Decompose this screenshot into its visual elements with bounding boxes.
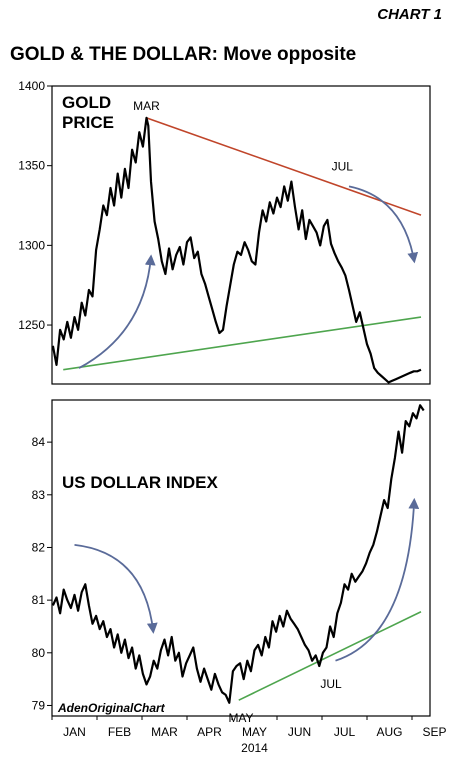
gold-price-series-line [51,116,422,384]
dollar-y-tick-label: 84 [32,435,46,449]
gold-trend-arrow-1 [78,254,156,369]
x-tick-label: FEB [108,725,131,739]
gold-y-tick-label: 1400 [18,79,45,93]
dollar-y-tick-label: 80 [32,646,46,660]
x-tick-label: JAN [63,725,86,739]
x-tick-label: APR [197,725,222,739]
gold-y-tick-label: 1250 [18,318,45,332]
dollar-trend-arrow-2 [335,497,420,662]
dollar-trend-arrow-1 [74,543,158,634]
dollar-panel-frame [51,399,431,717]
chart-main-title: GOLD & THE DOLLAR: Move opposite [10,44,357,65]
dollar-support-trendline [238,611,422,701]
chart-number-label: CHART 1 [377,6,442,23]
dollar-y-tick-label: 81 [32,593,46,607]
gold-panel-frame [51,85,431,385]
gold-annotation-label: JUL [332,159,354,173]
dollar-annotation-label: MAY [228,711,253,725]
gold-panel-title-line1: GOLD [62,93,111,112]
x-axis-year-label: 2014 [241,741,268,755]
x-tick-label: SEP [422,725,446,739]
chart-credit-label: AdenOriginalChart [57,701,166,715]
dollar-index-series-line [51,404,425,704]
dollar-y-tick-label: 82 [32,540,46,554]
x-tick-label: JUN [288,725,311,739]
gold-y-tick-label: 1350 [18,159,45,173]
gold-y-tick-label: 1300 [18,238,45,252]
x-tick-label: AUG [376,725,402,739]
gold-panel-title-line2: PRICE [62,113,114,132]
dollar-y-tick-label: 83 [32,488,46,502]
dollar-y-tick-label: 79 [32,698,46,712]
x-tick-label: MAR [151,725,178,739]
dollar-panel-title: US DOLLAR INDEX [62,473,219,492]
x-tick-label: JUL [334,725,356,739]
gold-annotation-label: MAR [133,99,160,113]
x-tick-label: MAY [242,725,267,739]
gold-trend-arrow-2 [348,185,419,264]
dollar-annotation-label: JUL [320,677,342,691]
gold-resistance-trendline [146,117,422,216]
gold-support-trendline [63,316,422,371]
